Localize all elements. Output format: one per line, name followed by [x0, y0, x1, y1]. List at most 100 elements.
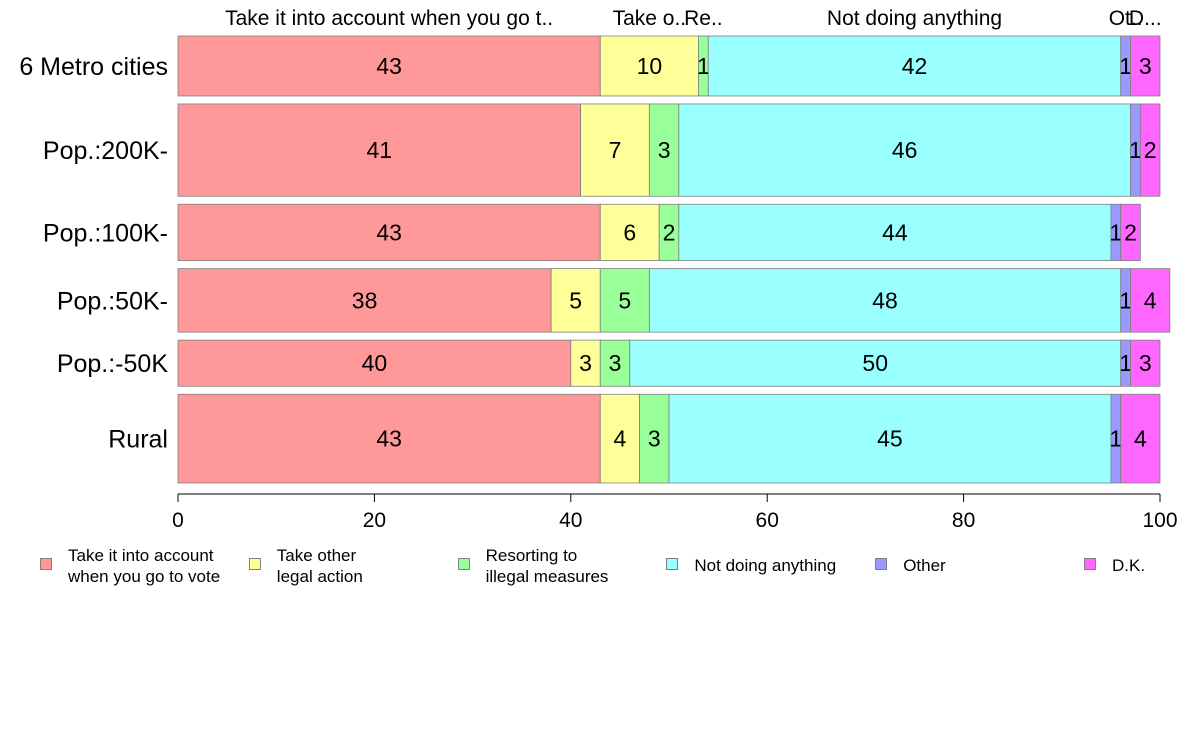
series-top-label: D...	[1129, 7, 1162, 30]
x-axis: 0 20 40 60 80 100	[172, 493, 1178, 532]
bar-segment	[599, 35, 699, 97]
bar-segment	[177, 203, 601, 261]
category-label: Pop.:100K-	[43, 219, 168, 247]
data-label: 1	[1119, 350, 1132, 376]
data-label: 3	[1139, 350, 1152, 376]
data-label: 6	[623, 219, 636, 245]
data-label: 44	[882, 219, 908, 245]
data-label: 1	[1129, 137, 1142, 163]
bar-segment	[1130, 268, 1171, 333]
data-label: 5	[569, 287, 582, 313]
category-label: Pop.:200K-	[43, 137, 168, 165]
legend-item: Take it into account when you go to vote	[40, 545, 220, 587]
legend-label: Take it into account when you go to vote	[68, 546, 221, 586]
category-label: Pop.:-50K	[57, 350, 169, 378]
data-label: 1	[1119, 53, 1132, 79]
bar-segment	[177, 268, 552, 333]
x-tick-label: 40	[559, 509, 582, 532]
data-label: 2	[663, 219, 676, 245]
legend-item: Take other legal action	[248, 545, 363, 587]
x-tick-label: 60	[756, 509, 779, 532]
legend-swatch	[875, 558, 888, 570]
data-label: 50	[862, 350, 888, 376]
data-label: 2	[1124, 219, 1137, 245]
bar-segment	[1130, 35, 1161, 97]
bar-segment	[648, 103, 680, 197]
series-top-label: Ot..	[1109, 7, 1143, 30]
data-label: 7	[609, 137, 622, 163]
x-tick-label: 80	[952, 509, 975, 532]
data-label: 43	[376, 219, 402, 245]
bar-segment	[570, 339, 601, 387]
bar-segment	[177, 103, 582, 197]
bar-segment	[1130, 339, 1161, 387]
data-label: 4	[1134, 426, 1147, 452]
legend-swatch	[40, 558, 52, 570]
bar-segment	[678, 203, 1112, 261]
data-label: 1	[1109, 219, 1122, 245]
data-label: 3	[658, 137, 671, 163]
category-label: Pop.:50K-	[57, 287, 168, 315]
data-label: 3	[579, 350, 592, 376]
data-label: 48	[872, 287, 898, 313]
x-tick-label: 20	[363, 509, 386, 532]
bar-segment	[177, 339, 572, 387]
bar-segment	[639, 393, 670, 484]
data-label: 46	[892, 137, 918, 163]
bar-segment	[599, 268, 650, 333]
category-labels: 6 Metro cities Pop.:200K- Pop.:100K- Pop.:5…	[19, 53, 168, 454]
bar-segment	[1139, 103, 1161, 197]
category-label: 6 Metro cities	[19, 53, 168, 81]
data-label: 43	[376, 426, 402, 452]
bar-segment	[177, 393, 601, 484]
data-label: 4	[1144, 287, 1157, 313]
series-top-label: Take o..	[613, 7, 687, 30]
data-label: 1	[1119, 287, 1132, 313]
legend-item: Other	[875, 545, 946, 576]
x-tick-label: 0	[172, 509, 184, 532]
data-label: 1	[697, 53, 710, 79]
bar-segment	[1120, 203, 1141, 261]
bar-segment	[1120, 393, 1161, 484]
data-label: 3	[609, 350, 622, 376]
series-top-labels: Take it into account when you go t.. Take…	[225, 7, 1161, 30]
data-label: 41	[367, 137, 393, 163]
legend-swatch	[457, 558, 470, 570]
series-top-label: Take it into account when you go t..	[225, 7, 553, 30]
data-label: 4	[614, 426, 627, 452]
bar-segment	[668, 393, 1112, 484]
legend-item: D.K.	[1084, 545, 1145, 576]
bar-segment	[629, 339, 1122, 387]
data-label: 38	[352, 287, 378, 313]
data-label: 2	[1144, 137, 1157, 163]
category-label: Rural	[108, 426, 168, 454]
legend-label: D.K.	[1112, 556, 1146, 575]
data-label: 43	[376, 53, 402, 79]
x-tick-label: 100	[1142, 509, 1177, 532]
legend-label: Not doing anything	[694, 556, 837, 575]
legend-item: Resorting to illegal measures	[457, 545, 609, 587]
bar-segment	[550, 268, 601, 333]
data-label: 1	[1109, 426, 1122, 452]
bar-segment	[599, 203, 660, 261]
legend-item: Not doing anything	[666, 545, 836, 576]
bar-segment	[648, 268, 1122, 333]
data-label: 3	[648, 426, 661, 452]
legend-label: Resorting to illegal measures	[485, 546, 609, 586]
series-top-label: Not doing anything	[827, 7, 1002, 30]
legend-swatch	[666, 558, 679, 570]
legend-label: Take other legal action	[276, 546, 363, 586]
legend-swatch	[1084, 558, 1096, 570]
data-label: 3	[1139, 53, 1152, 79]
bar-segment	[707, 35, 1122, 97]
legend-swatch	[248, 558, 261, 570]
bar-segment	[580, 103, 650, 197]
bars-group: 43 10 1 42 1 341 7 3 46 1 243 6 2 44 1 238 5 5 48 1 440 3 3 50 1…	[177, 35, 1171, 484]
data-label: 45	[877, 426, 903, 452]
data-label: 5	[618, 287, 631, 313]
series-top-label: Re..	[684, 7, 723, 30]
data-label: 40	[362, 350, 388, 376]
legend-label: Other	[903, 556, 946, 575]
data-label: 10	[637, 53, 663, 79]
